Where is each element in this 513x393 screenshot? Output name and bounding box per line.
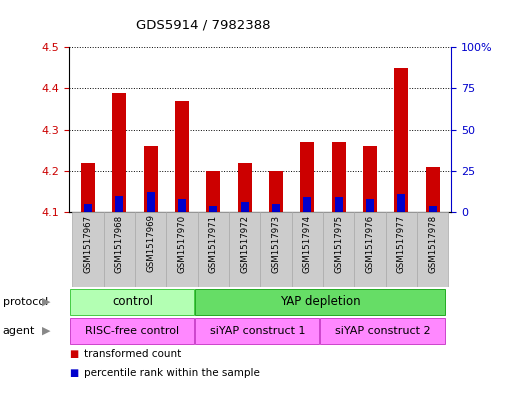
- Text: GSM1517970: GSM1517970: [177, 215, 187, 273]
- Bar: [292, 212, 323, 287]
- Text: ■: ■: [69, 349, 78, 359]
- Bar: [209, 206, 218, 212]
- Bar: [72, 212, 104, 287]
- Bar: [70, 288, 194, 314]
- Text: GSM1517977: GSM1517977: [397, 215, 406, 273]
- Text: control: control: [112, 295, 153, 308]
- Text: transformed count: transformed count: [84, 349, 181, 359]
- Bar: [70, 318, 194, 344]
- Bar: [394, 68, 408, 212]
- Text: ▶: ▶: [42, 326, 51, 336]
- Text: GSM1517973: GSM1517973: [271, 215, 281, 273]
- Text: GSM1517972: GSM1517972: [240, 215, 249, 273]
- Bar: [195, 318, 319, 344]
- Text: ▶: ▶: [42, 297, 51, 307]
- Bar: [386, 212, 417, 287]
- Text: GSM1517978: GSM1517978: [428, 215, 437, 273]
- Bar: [363, 146, 377, 212]
- Bar: [206, 171, 221, 212]
- Bar: [238, 163, 252, 212]
- Bar: [303, 197, 311, 212]
- Bar: [147, 193, 154, 212]
- Text: ■: ■: [69, 367, 78, 378]
- Bar: [335, 197, 343, 212]
- Bar: [426, 167, 440, 212]
- Bar: [331, 142, 346, 212]
- Bar: [81, 163, 95, 212]
- Bar: [84, 204, 92, 212]
- Bar: [166, 212, 198, 287]
- Text: GSM1517969: GSM1517969: [146, 215, 155, 272]
- Bar: [429, 206, 437, 212]
- Bar: [198, 212, 229, 287]
- Text: percentile rank within the sample: percentile rank within the sample: [84, 367, 260, 378]
- Bar: [112, 92, 126, 212]
- Text: GSM1517975: GSM1517975: [334, 215, 343, 273]
- Text: siYAP construct 2: siYAP construct 2: [336, 326, 431, 336]
- Bar: [115, 196, 123, 212]
- Bar: [323, 212, 354, 287]
- Bar: [417, 212, 448, 287]
- Text: YAP depletion: YAP depletion: [280, 295, 361, 308]
- Bar: [178, 199, 186, 212]
- Bar: [269, 171, 283, 212]
- Text: RISC-free control: RISC-free control: [86, 326, 180, 336]
- Bar: [321, 318, 445, 344]
- Bar: [241, 202, 249, 212]
- Bar: [144, 146, 158, 212]
- Text: GSM1517974: GSM1517974: [303, 215, 312, 273]
- Text: protocol: protocol: [3, 297, 48, 307]
- Text: siYAP construct 1: siYAP construct 1: [210, 326, 306, 336]
- Bar: [135, 212, 166, 287]
- Bar: [261, 212, 292, 287]
- Text: GDS5914 / 7982388: GDS5914 / 7982388: [136, 18, 270, 31]
- Text: GSM1517976: GSM1517976: [365, 215, 374, 273]
- Bar: [366, 199, 374, 212]
- Bar: [398, 194, 405, 212]
- Text: GSM1517967: GSM1517967: [84, 215, 92, 273]
- Bar: [195, 288, 445, 314]
- Bar: [354, 212, 386, 287]
- Bar: [300, 142, 314, 212]
- Text: GSM1517971: GSM1517971: [209, 215, 218, 273]
- Bar: [229, 212, 261, 287]
- Text: agent: agent: [3, 326, 35, 336]
- Bar: [272, 204, 280, 212]
- Text: GSM1517968: GSM1517968: [115, 215, 124, 273]
- Bar: [104, 212, 135, 287]
- Bar: [175, 101, 189, 212]
